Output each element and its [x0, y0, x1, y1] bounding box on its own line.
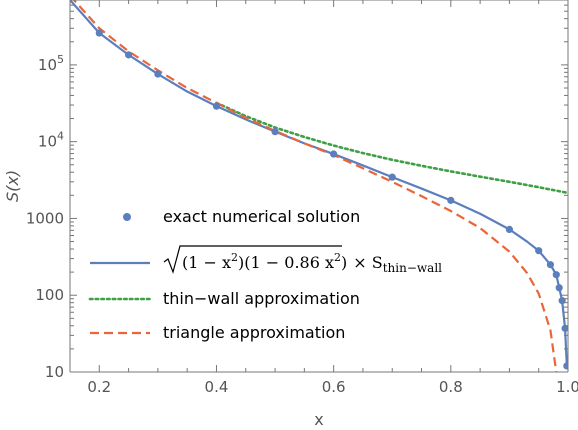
legend-label: exact numerical solution — [163, 207, 360, 226]
legend: exact numerical solution (1 − x2)(1 − 0.8… — [88, 207, 442, 342]
data-point — [505, 225, 514, 233]
data-point — [154, 70, 162, 78]
data-point — [95, 29, 103, 37]
legend-label: triangle approximation — [163, 323, 345, 342]
data-point — [555, 284, 563, 292]
y-tick-label: 104 — [38, 130, 64, 151]
data-point — [546, 261, 555, 269]
tick-labels: 0.2 0.4 0.6 0.8 1.0 10 100 1000 104 105 x S(x) — [3, 53, 578, 429]
legend-marker — [123, 213, 131, 221]
data-point — [447, 196, 455, 204]
x-axis-title: x — [314, 410, 323, 429]
data-point — [561, 324, 568, 332]
data-point — [124, 51, 133, 59]
legend-label: (1 − x2)(1 − 0.86 x2) × Sthin−wall — [182, 251, 442, 275]
data-point — [212, 102, 221, 110]
data-point — [271, 128, 279, 136]
x-tick-label: 0.2 — [87, 378, 111, 396]
y-tick-label: 10 — [45, 363, 64, 381]
y-tick-label: 105 — [38, 53, 64, 74]
data-point — [330, 150, 338, 158]
x-tick-label: 0.4 — [205, 378, 229, 396]
data-point — [552, 271, 560, 279]
x-tick-label: 1.0 — [556, 378, 578, 396]
data-point — [558, 297, 566, 305]
y-tick-label: 1000 — [26, 209, 64, 227]
y-axis-title: S(x) — [3, 170, 22, 202]
plot-area — [70, 0, 568, 372]
legend-label: thin−wall approximation — [163, 289, 360, 308]
y-tick-label: 100 — [35, 286, 64, 304]
x-tick-label: 0.6 — [322, 378, 346, 396]
series-line-dotted — [215, 101, 568, 195]
data-point — [563, 362, 568, 370]
x-tick-label: 0.8 — [439, 378, 463, 396]
series-line-dashed — [72, 0, 558, 372]
data-point — [388, 173, 396, 181]
data-point — [535, 247, 543, 255]
axes — [69, 0, 569, 373]
radical-sign — [163, 245, 342, 274]
